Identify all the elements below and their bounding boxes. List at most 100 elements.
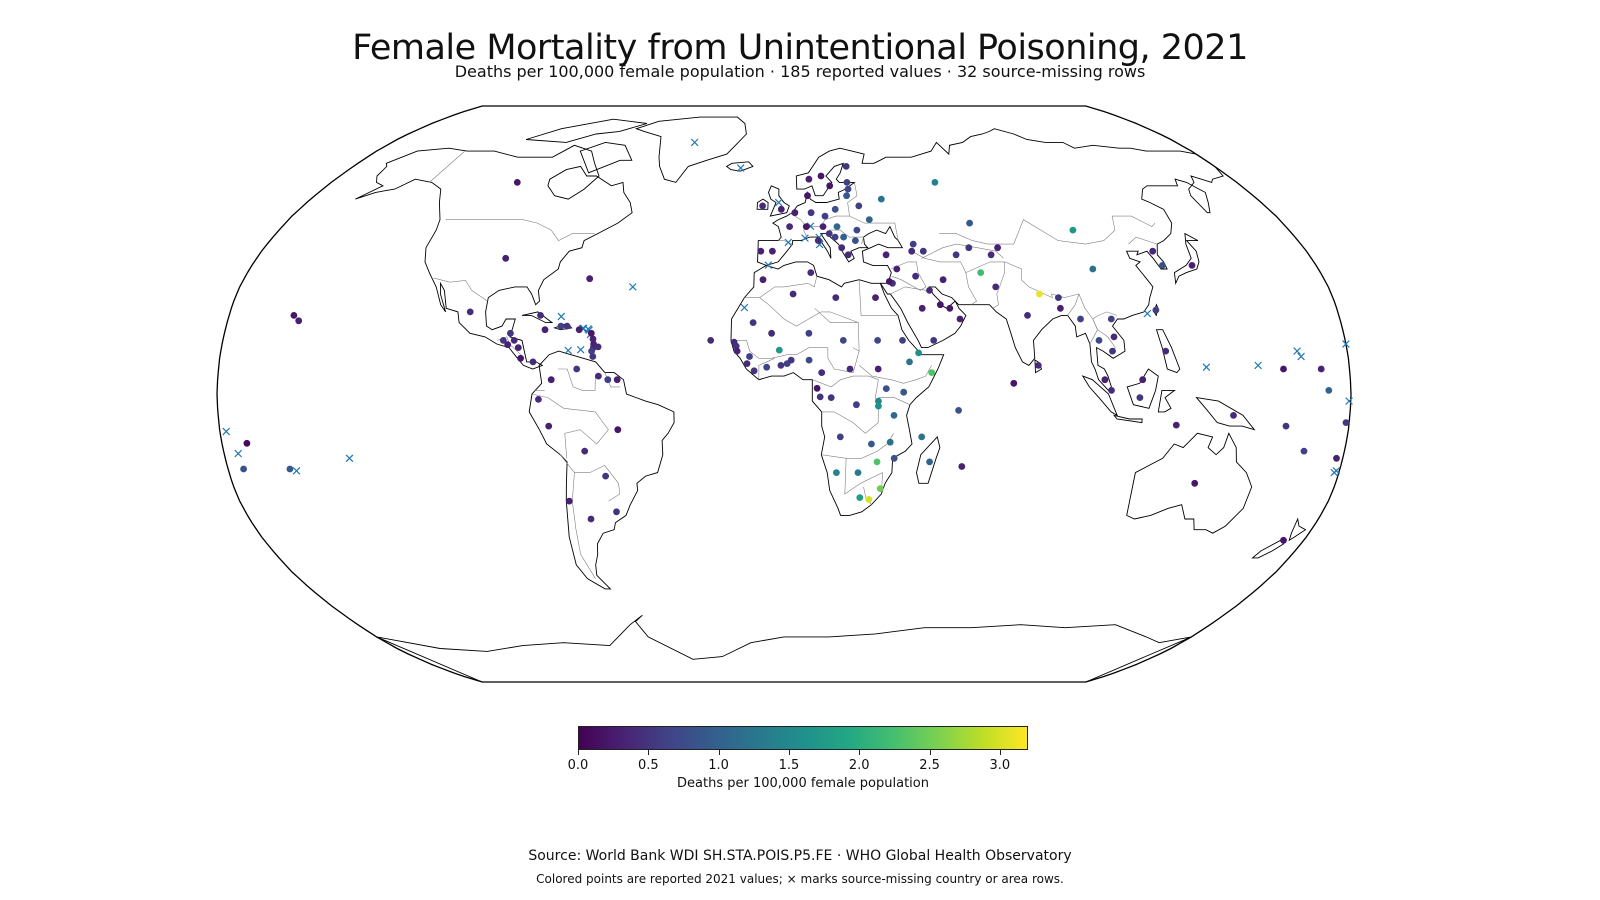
data-point xyxy=(1069,226,1077,234)
land-madagascar xyxy=(916,435,941,484)
data-point xyxy=(939,276,947,284)
country-border xyxy=(759,297,860,352)
data-point xyxy=(844,185,852,193)
land-ireland xyxy=(756,198,769,210)
data-point xyxy=(786,223,793,231)
land-new-guinea xyxy=(1195,396,1256,431)
data-point xyxy=(1055,294,1062,301)
data-point xyxy=(893,265,901,273)
land-antarctica xyxy=(376,614,1192,682)
data-point xyxy=(1191,479,1199,487)
data-point xyxy=(614,426,622,434)
data-point xyxy=(994,244,1001,252)
data-point xyxy=(586,275,594,283)
data-point xyxy=(899,337,906,344)
data-point xyxy=(1317,365,1325,373)
data-point xyxy=(589,335,597,343)
country-border xyxy=(1078,293,1098,345)
land-baffin xyxy=(579,141,633,174)
data-point xyxy=(507,329,514,337)
data-point xyxy=(1036,290,1043,298)
land-sulawesi xyxy=(1157,389,1176,413)
country-border xyxy=(531,393,609,459)
data-point xyxy=(286,465,294,473)
data-point xyxy=(843,179,851,186)
data-point xyxy=(466,308,474,316)
data-point xyxy=(817,172,825,180)
data-point xyxy=(565,497,573,505)
data-point xyxy=(818,369,826,376)
map-title: Female Mortality from Unintentional Pois… xyxy=(352,28,1248,68)
data-point xyxy=(805,356,813,364)
missing-marker xyxy=(1143,309,1152,318)
land-north-america xyxy=(355,144,633,370)
data-point xyxy=(804,192,811,200)
data-point xyxy=(1188,262,1196,269)
missing-marker xyxy=(564,346,573,355)
data-point xyxy=(557,322,565,330)
data-point xyxy=(563,322,571,330)
land-south-america xyxy=(528,350,675,590)
missing-marker xyxy=(222,427,231,436)
data-point xyxy=(836,433,844,441)
source-note: Source: World Bank WDI SH.STA.POIS.P5.FE… xyxy=(528,848,1072,864)
data-point xyxy=(952,251,960,259)
data-point xyxy=(587,329,595,337)
colorbar-tick xyxy=(788,750,790,755)
data-point xyxy=(1342,419,1350,426)
data-point xyxy=(876,485,884,492)
data-point xyxy=(529,358,537,366)
land-africa xyxy=(730,261,945,516)
country-border xyxy=(758,358,775,380)
missing-marker xyxy=(1330,468,1339,477)
data-point xyxy=(514,344,522,351)
country-border xyxy=(844,458,883,495)
data-point xyxy=(936,301,944,309)
country-border xyxy=(557,368,596,391)
map-outline xyxy=(216,105,1352,683)
data-point xyxy=(987,251,995,259)
country-border xyxy=(571,472,596,579)
data-point xyxy=(853,226,861,234)
data-point xyxy=(1300,447,1308,455)
colorbar-tick xyxy=(648,750,650,755)
data-point xyxy=(846,365,854,373)
data-point xyxy=(1162,347,1170,355)
data-point xyxy=(510,337,518,344)
data-point xyxy=(872,294,879,301)
missing-marker xyxy=(576,345,585,354)
colorbar-tick xyxy=(999,750,1001,755)
country-border xyxy=(821,379,879,434)
missing-marker xyxy=(1202,363,1211,372)
data-point xyxy=(900,388,908,396)
country-border xyxy=(1013,215,1156,245)
land-cuba xyxy=(521,311,554,324)
colorbar-tick xyxy=(578,750,579,755)
data-point xyxy=(875,397,882,405)
missing-marker xyxy=(690,138,699,147)
data-point xyxy=(791,209,799,217)
data-point xyxy=(827,394,835,401)
country-border xyxy=(911,250,978,305)
data-point xyxy=(852,237,859,245)
data-point xyxy=(843,192,850,200)
data-point xyxy=(763,363,771,371)
data-point xyxy=(868,440,875,448)
data-point xyxy=(541,326,549,334)
data-point xyxy=(1139,376,1147,384)
data-point xyxy=(906,358,913,366)
colorbar-tick xyxy=(859,750,861,755)
data-point xyxy=(930,337,938,344)
land-layer xyxy=(355,116,1307,682)
data-point xyxy=(499,337,507,344)
colorbar-tick xyxy=(929,750,931,755)
country-border xyxy=(965,261,1006,309)
country-border xyxy=(429,150,465,183)
colorbar-tick-label: 1.0 xyxy=(708,758,729,773)
data-point xyxy=(956,315,964,323)
data-point xyxy=(840,233,847,241)
data-point xyxy=(743,360,751,367)
data-point xyxy=(856,494,864,501)
missing-marker xyxy=(740,303,749,312)
data-point xyxy=(604,376,612,384)
